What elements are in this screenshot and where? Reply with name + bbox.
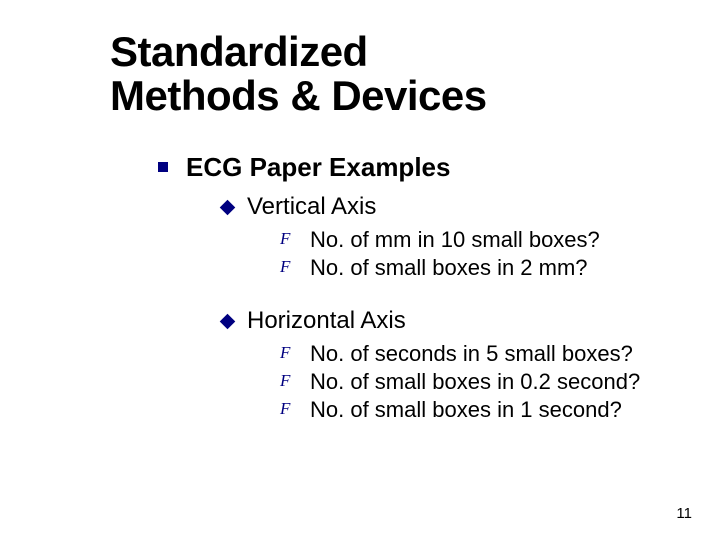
item-row: F No. of small boxes in 1 second? bbox=[280, 397, 720, 423]
item-text: No. of small boxes in 2 mm? bbox=[310, 255, 588, 281]
script-f-bullet-icon: F bbox=[280, 343, 302, 363]
item-row: F No. of small boxes in 0.2 second? bbox=[280, 369, 720, 395]
section-gap bbox=[110, 283, 720, 301]
diamond-bullet-icon bbox=[220, 200, 236, 216]
square-bullet-icon bbox=[158, 162, 168, 172]
section-row: Horizontal Axis bbox=[222, 307, 720, 335]
diamond-bullet-icon bbox=[220, 314, 236, 330]
heading-text: ECG Paper Examples bbox=[186, 152, 450, 183]
script-f-bullet-icon: F bbox=[280, 399, 302, 419]
title-line-2: Methods & Devices bbox=[110, 72, 487, 119]
section-label: Vertical Axis bbox=[247, 193, 376, 221]
item-row: F No. of mm in 10 small boxes? bbox=[280, 227, 720, 253]
page-number: 11 bbox=[676, 505, 692, 522]
item-text: No. of mm in 10 small boxes? bbox=[310, 227, 600, 253]
title-line-1: Standardized bbox=[110, 28, 368, 75]
section-row: Vertical Axis bbox=[222, 193, 720, 221]
item-text: No. of small boxes in 0.2 second? bbox=[310, 369, 640, 395]
item-row: F No. of small boxes in 2 mm? bbox=[280, 255, 720, 281]
heading-row: ECG Paper Examples bbox=[158, 152, 720, 183]
item-text: No. of seconds in 5 small boxes? bbox=[310, 341, 633, 367]
slide-content: Standardized Methods & Devices ECG Paper… bbox=[0, 0, 720, 423]
section-label: Horizontal Axis bbox=[247, 307, 406, 335]
script-f-bullet-icon: F bbox=[280, 257, 302, 277]
item-text: No. of small boxes in 1 second? bbox=[310, 397, 622, 423]
item-row: F No. of seconds in 5 small boxes? bbox=[280, 341, 720, 367]
slide-title: Standardized Methods & Devices bbox=[110, 30, 720, 118]
script-f-bullet-icon: F bbox=[280, 229, 302, 249]
script-f-bullet-icon: F bbox=[280, 371, 302, 391]
